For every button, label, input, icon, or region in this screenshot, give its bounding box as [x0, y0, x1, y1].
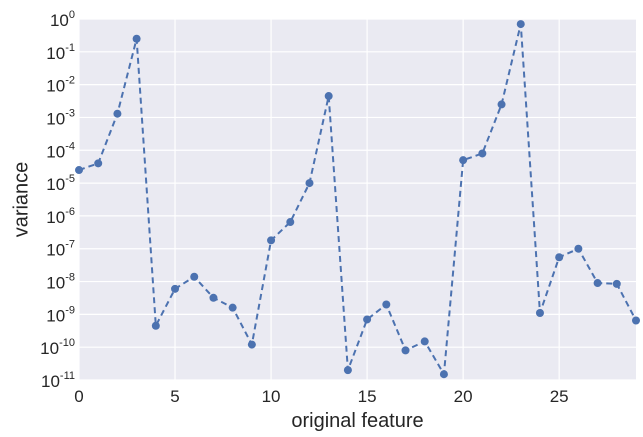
- data-point: [132, 34, 141, 43]
- grid-lines: [78, 18, 636, 381]
- data-point: [632, 316, 640, 325]
- data-point: [171, 284, 180, 293]
- data-point: [555, 253, 564, 262]
- x-tick-label: 15: [358, 387, 377, 406]
- data-point: [439, 370, 448, 379]
- data-point: [75, 166, 83, 175]
- data-point: [209, 293, 218, 302]
- y-tick-label: 10-11: [41, 370, 75, 391]
- data-point: [401, 346, 410, 355]
- data-point: [305, 179, 314, 188]
- y-tick-label: 10-9: [46, 304, 75, 325]
- y-tick-label: 10-7: [46, 239, 75, 260]
- data-point: [228, 303, 237, 312]
- data-point: [535, 309, 544, 318]
- data-point: [478, 149, 487, 158]
- data-point: [574, 244, 583, 253]
- x-tick-label: 10: [262, 387, 281, 406]
- x-tick-label: 5: [170, 387, 179, 406]
- series-polyline: [78, 23, 637, 378]
- y-tick-label: 10-1: [46, 42, 75, 63]
- data-point: [420, 337, 429, 346]
- data-point: [247, 340, 256, 349]
- data-point: [113, 109, 122, 118]
- x-tick-labels: 0 5 10 15 20 25: [74, 387, 568, 406]
- y-tick-label: 10-8: [46, 272, 75, 293]
- data-point: [516, 20, 525, 29]
- x-tick-label: 20: [454, 387, 473, 406]
- y-axis-label: variance: [10, 162, 32, 238]
- y-tick-label: 10-4: [46, 140, 75, 161]
- data-point: [593, 279, 602, 288]
- data-point: [363, 315, 372, 324]
- data-points: [75, 20, 640, 379]
- data-point: [343, 366, 352, 375]
- data-point: [497, 100, 506, 109]
- data-point: [286, 218, 295, 227]
- x-tick-label: 0: [74, 387, 83, 406]
- data-point: [382, 300, 391, 309]
- series-line: [78, 23, 637, 378]
- data-point: [94, 159, 103, 168]
- y-tick-label: 10-6: [46, 206, 75, 227]
- y-tick-label: 100: [50, 9, 75, 30]
- x-tick-label: 25: [550, 387, 569, 406]
- data-point: [324, 92, 333, 101]
- x-axis-label: original feature: [291, 410, 423, 432]
- plot-background: [79, 19, 636, 380]
- data-point: [151, 321, 160, 330]
- y-tick-labels: 10-11 10-10 10-9 10-8 10-7 10-6 10-5 10-4 10-3 10…: [40, 9, 75, 391]
- y-tick-label: 10-5: [46, 173, 75, 194]
- data-point: [612, 279, 621, 288]
- y-tick-label: 10-2: [46, 75, 75, 96]
- data-point: [459, 156, 468, 165]
- y-tick-label: 10-3: [46, 107, 75, 128]
- data-point: [267, 236, 276, 245]
- data-point: [190, 272, 199, 281]
- y-tick-label: 10-10: [40, 337, 75, 358]
